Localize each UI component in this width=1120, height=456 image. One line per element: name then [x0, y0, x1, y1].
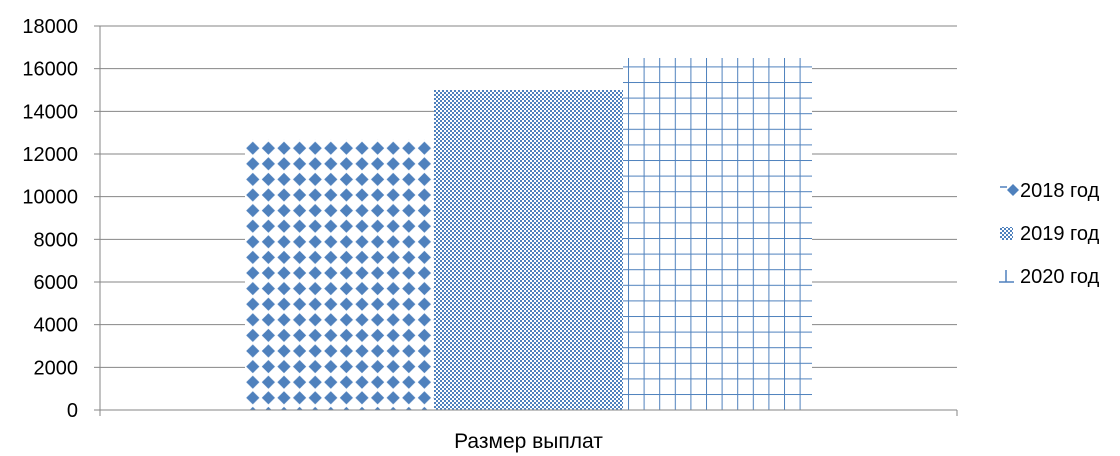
bars	[245, 58, 812, 411]
legend-swatch	[1007, 184, 1019, 196]
bar-2020-год	[623, 58, 812, 410]
legend-item: 2019 год	[1000, 223, 1100, 245]
y-tick-label: 16000	[22, 59, 78, 81]
y-tick-label: 18000	[22, 16, 78, 38]
legend-label: 2019 год	[1020, 223, 1100, 245]
legend: 2018 год 2019 год 2020 год	[999, 180, 1100, 288]
y-tick-label: 8000	[34, 229, 79, 251]
y-tick-label: 2000	[34, 357, 79, 379]
category-label: Размер выплат	[454, 430, 603, 453]
y-tick-label: 12000	[22, 144, 78, 166]
category-labels: Размер выплат	[454, 430, 603, 453]
y-tick-label: 14000	[22, 101, 78, 123]
legend-item: 2020 год	[999, 266, 1100, 288]
y-tick-label: 10000	[22, 187, 78, 209]
legend-label: 2018 год	[1020, 180, 1100, 202]
y-tick-label: 6000	[34, 272, 79, 294]
y-axis-ticks: 0 2000 4000 6000 8000 10000 12000 14000 16000 180…	[22, 16, 100, 422]
bar-2018-год	[245, 139, 434, 411]
legend-label: 2020 год	[1020, 266, 1100, 288]
legend-swatch	[1000, 227, 1013, 240]
y-tick-label: 4000	[34, 315, 79, 337]
y-tick-label: 0	[67, 400, 78, 422]
axes	[99, 26, 958, 416]
legend-item: 2018 год	[1000, 180, 1100, 202]
bar-2019-год	[434, 90, 623, 410]
